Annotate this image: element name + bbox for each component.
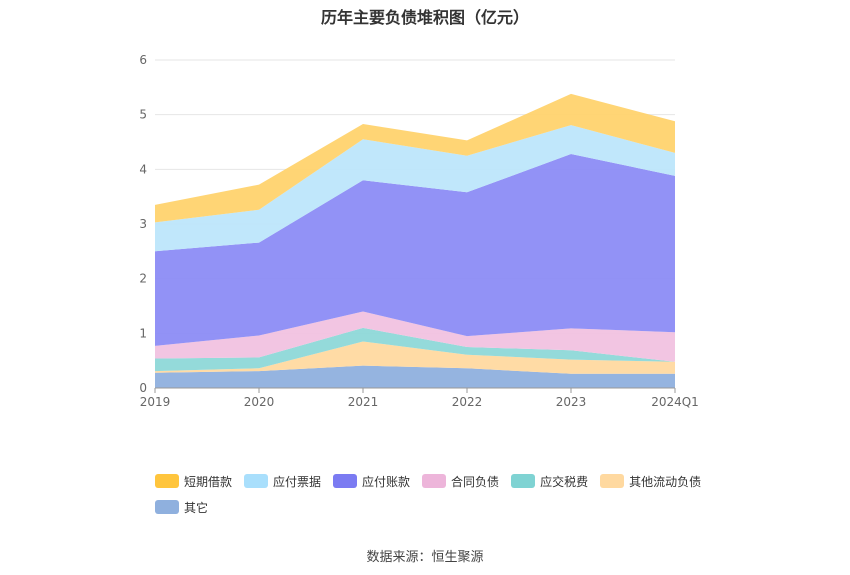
legend-label: 其它 (184, 500, 209, 515)
legend-swatch (155, 474, 179, 488)
legend-item[interactable]: 应付票据 (244, 472, 321, 490)
legend-item[interactable]: 其他流动负债 (600, 472, 701, 490)
chart-title: 历年主要负债堆积图（亿元） (320, 8, 529, 27)
stacked-area-chart: 0 1 2 3 4 5 6 2019 2020 2021 2022 2023 2024Q1 (139, 53, 699, 409)
area-应付账款 (155, 154, 675, 346)
legend-item[interactable]: 应交税费 (511, 472, 588, 490)
x-tick-label: 2022 (452, 395, 483, 409)
legend-label: 其他流动负债 (629, 474, 702, 489)
legend-item[interactable]: 短期借款 (155, 472, 232, 490)
legend-swatch (333, 474, 358, 488)
legend-swatch (244, 474, 269, 488)
x-tick-label: 2024Q1 (651, 395, 699, 409)
x-tick-label: 2021 (348, 395, 379, 409)
x-tick-label: 2020 (244, 395, 275, 409)
x-tick-label: 2023 (556, 395, 587, 409)
legend-item[interactable]: 其它 (155, 498, 208, 516)
legend: 短期借款 应付票据 应付账款 合同负债 应交税费 其他流动负债其它 (155, 472, 715, 524)
legend-label: 合同负债 (451, 474, 500, 489)
y-tick-label: 1 (139, 326, 147, 340)
axes: 2019 2020 2021 2022 2023 2024Q1 (140, 387, 699, 409)
y-tick-label: 4 (139, 162, 147, 176)
area-其他流动负债 (155, 341, 675, 374)
legend-item[interactable]: 合同负债 (422, 472, 499, 490)
legend-swatch (600, 474, 625, 488)
y-tick-label: 0 (139, 381, 147, 395)
data-source-note: 数据来源：恒生聚源 (366, 550, 484, 565)
area-短期借款 (155, 93, 675, 223)
y-tick-label: 6 (139, 53, 147, 67)
area-应交税费 (155, 327, 675, 372)
y-tick-label: 3 (139, 217, 147, 231)
legend-swatch (155, 500, 179, 514)
legend-label: 应付票据 (273, 474, 322, 489)
y-tick-label: 2 (139, 272, 147, 286)
area-合同负债 (155, 311, 675, 362)
x-tick-label: 2019 (140, 395, 171, 409)
legend-swatch (422, 474, 447, 488)
area-应付票据 (155, 125, 675, 252)
legend-label: 应交税费 (540, 474, 589, 489)
area-其它 (155, 365, 675, 388)
y-tick-label: 5 (139, 108, 147, 122)
legend-swatch (511, 474, 536, 488)
area-series (155, 93, 675, 388)
legend-label: 短期借款 (184, 474, 233, 489)
legend-item[interactable]: 应付账款 (333, 472, 410, 490)
legend-label: 应付账款 (362, 474, 411, 489)
